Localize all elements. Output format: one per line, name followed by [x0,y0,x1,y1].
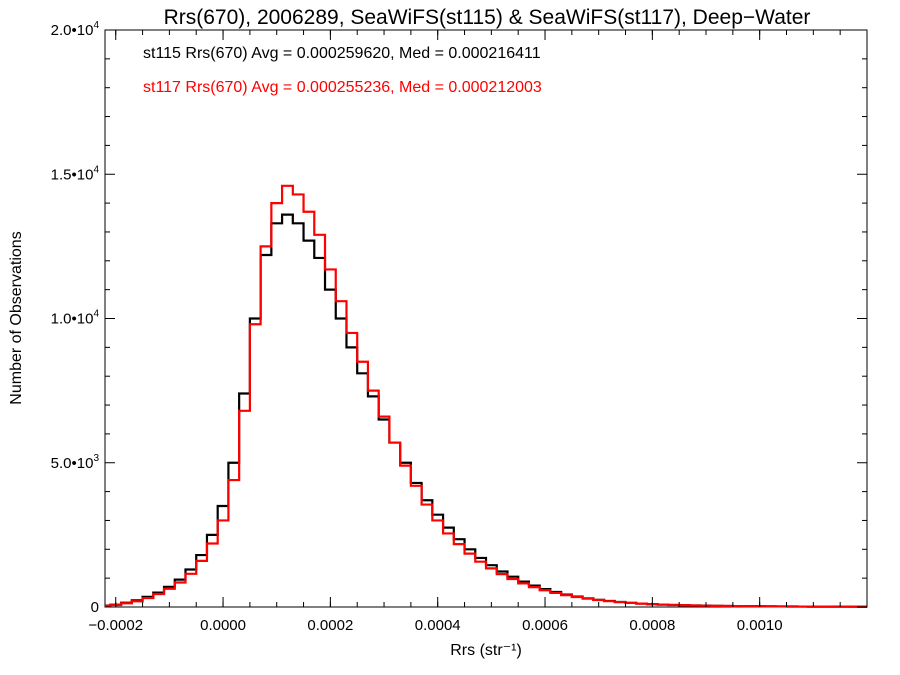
chart-title: Rrs(670), 2006289, SeaWiFS(st115) & SeaW… [164,6,811,29]
plot-area: −0.0002 0.0000 0.0002 0.0004 0.0006 0.0008 0.0… [51,20,868,634]
y-tick-label: 1.5•104 [51,164,100,183]
x-tick-label: 0.0002 [307,617,353,634]
x-tick-label: 0.0008 [629,617,675,634]
x-ticks: −0.0002 0.0000 0.0002 0.0004 0.0006 0.0008 0.0… [88,30,868,634]
x-tick-label: 0.0010 [737,617,783,634]
series-layer [105,184,867,608]
y-tick-label: 1.0•104 [51,309,100,328]
series-line-st115 [105,213,867,608]
y-ticks: 0 5.0•103 1.0•104 1.5•104 2.0•104 [51,20,867,616]
series-line-st117 [105,184,867,608]
legend-entry-st115: st115 Rrs(670) Avg = 0.000259620, Med = … [143,45,541,62]
x-tick-label: 0.0000 [200,617,246,634]
x-tick-label: −0.0002 [88,617,143,634]
x-tick-label: 0.0004 [415,617,461,634]
y-tick-label: 2.0•104 [51,20,100,39]
x-tick-label: 0.0006 [522,617,568,634]
y-tick-label: 5.0•103 [51,453,100,472]
x-axis-label: Rrs (str⁻¹) [450,642,522,659]
legend-entry-st117: st117 Rrs(670) Avg = 0.000255236, Med = … [143,79,542,96]
y-tick-label: 0 [91,599,99,616]
y-axis-label: Number of Observations [8,231,25,404]
